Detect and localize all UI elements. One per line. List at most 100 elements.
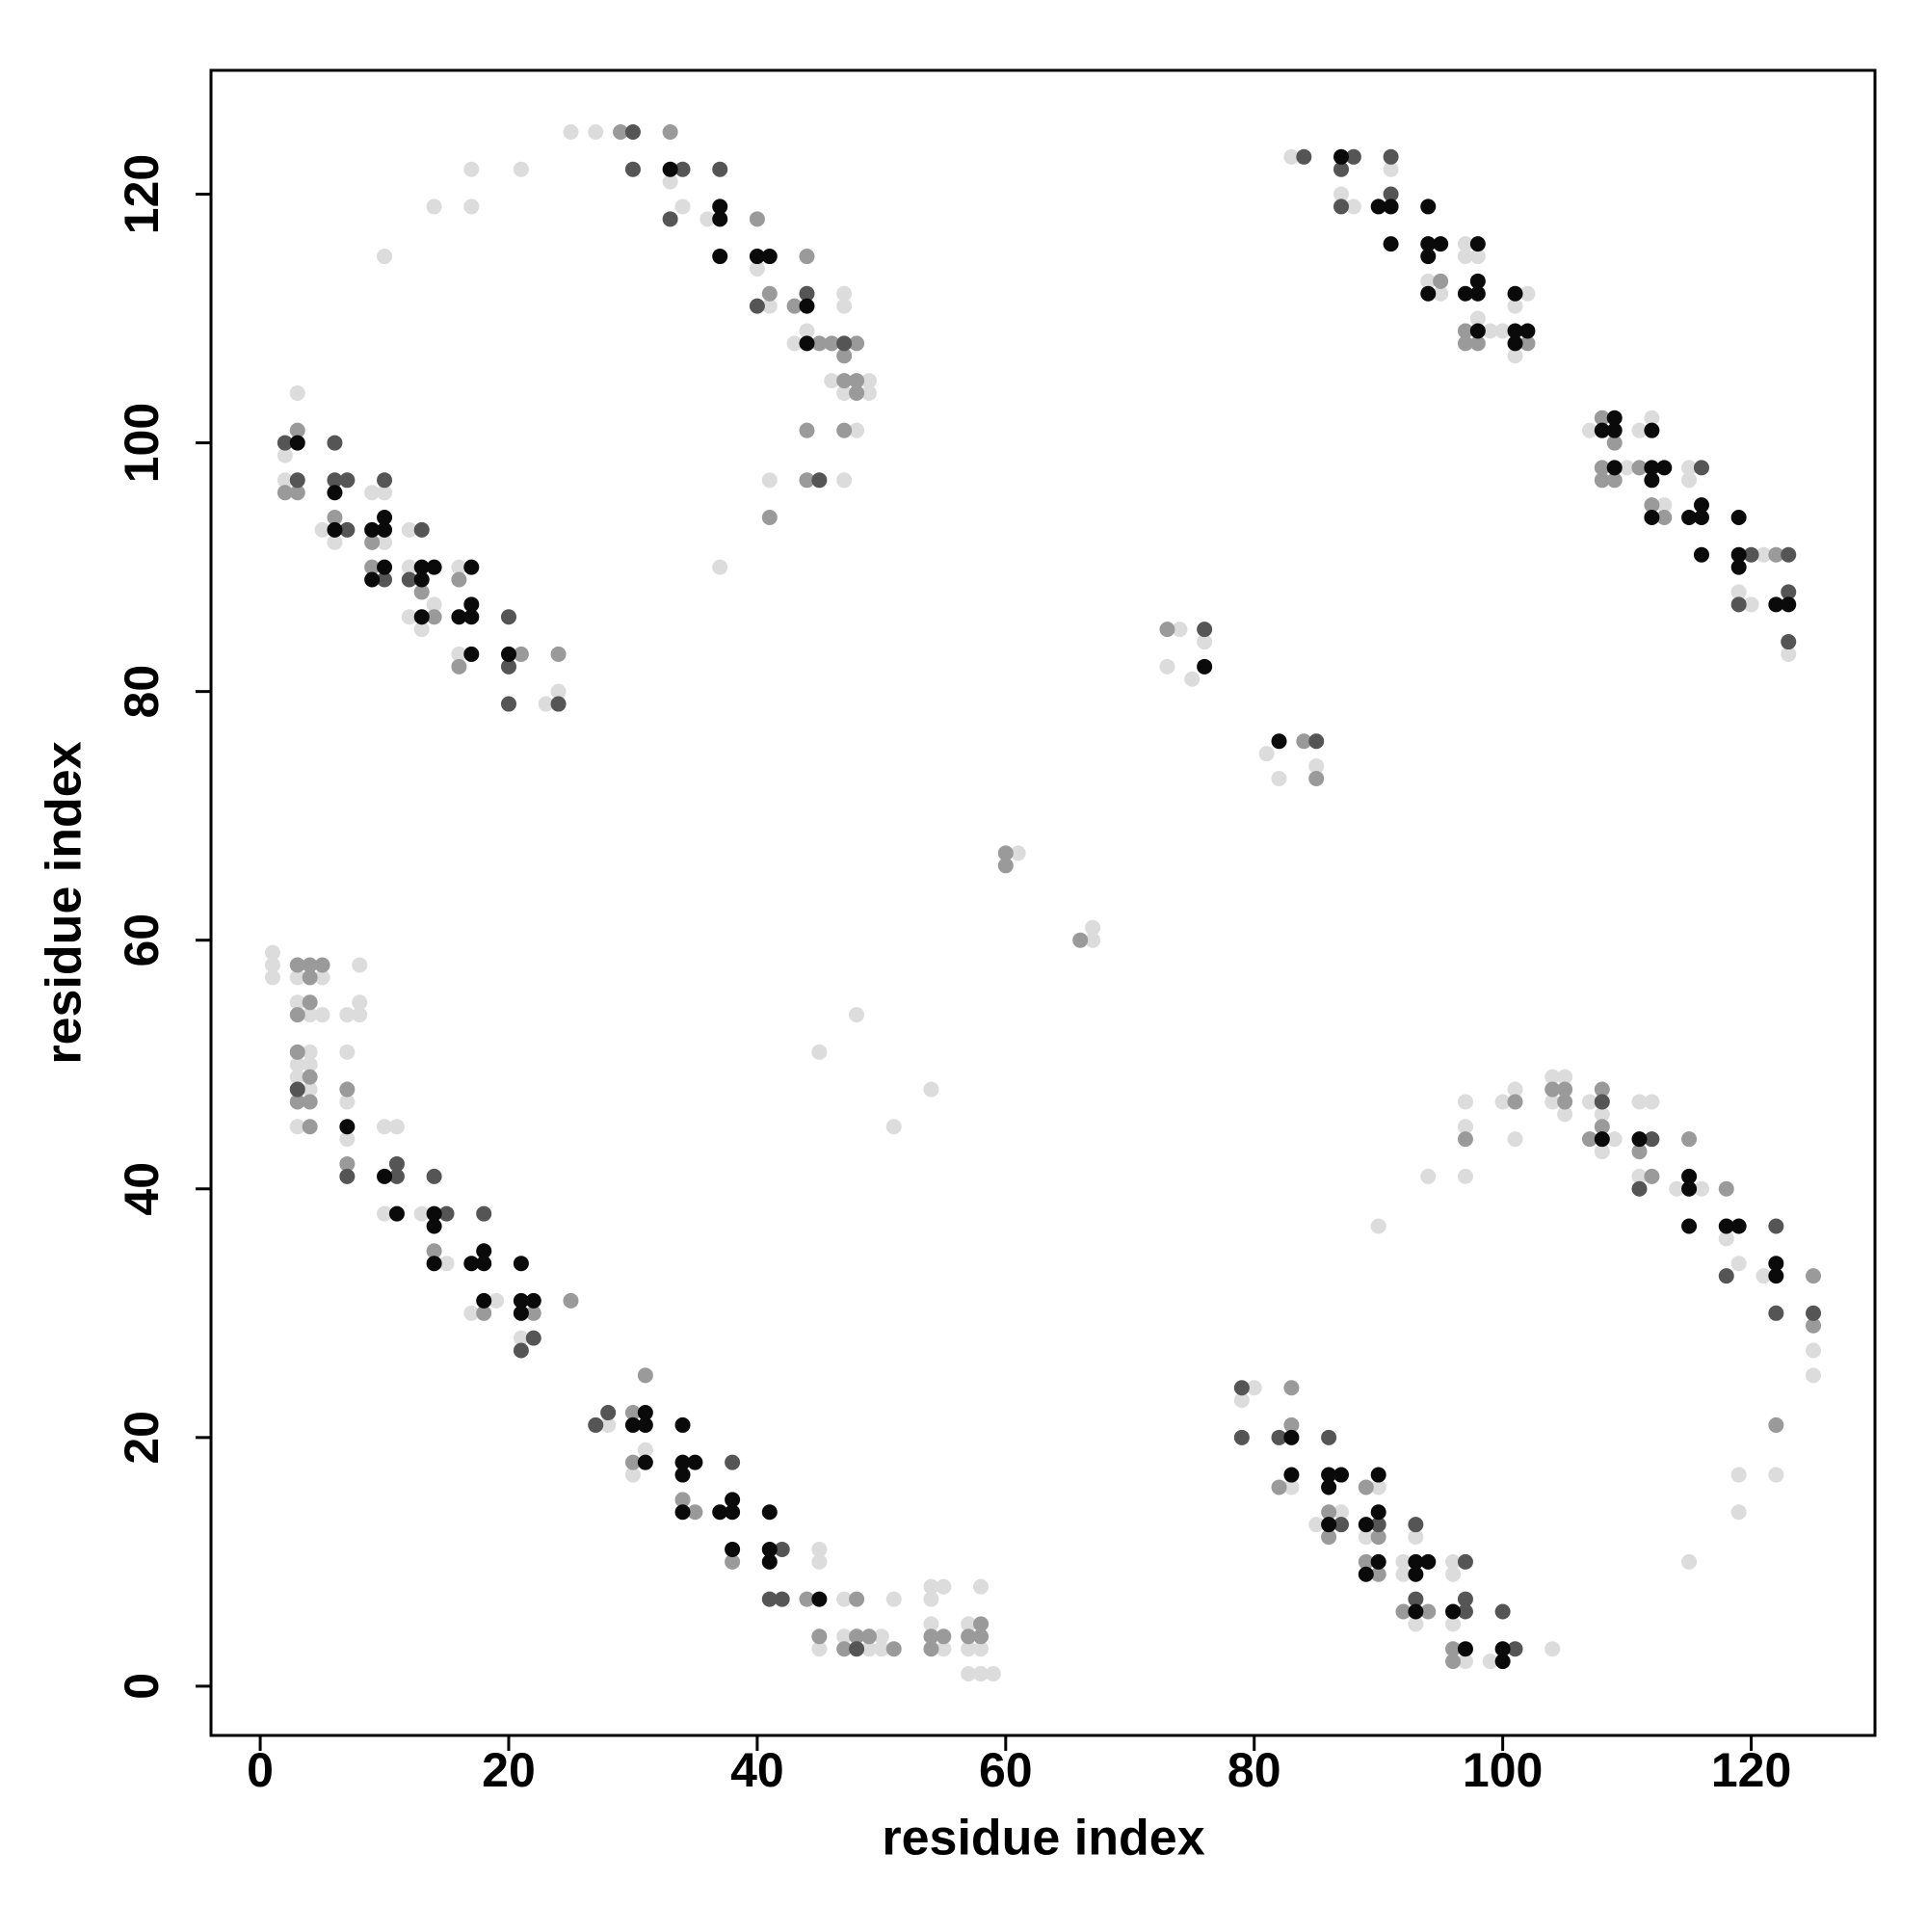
point	[1469, 249, 1486, 265]
point	[1420, 249, 1437, 265]
point	[327, 534, 343, 550]
point	[836, 335, 853, 352]
point	[1594, 1094, 1610, 1110]
point	[550, 683, 567, 700]
point	[1594, 460, 1610, 476]
point	[613, 124, 629, 140]
point	[1606, 1131, 1623, 1148]
point	[1507, 1131, 1523, 1148]
point	[1681, 1553, 1698, 1570]
point	[799, 285, 815, 302]
point	[1258, 746, 1275, 762]
point	[339, 1155, 356, 1172]
point	[836, 1641, 853, 1657]
point	[1308, 1517, 1325, 1533]
point	[413, 609, 430, 625]
point	[662, 173, 678, 190]
point	[761, 1541, 778, 1557]
point	[1644, 410, 1660, 426]
point	[600, 1405, 617, 1421]
point	[1730, 584, 1747, 600]
point	[377, 1205, 393, 1222]
point	[339, 1131, 356, 1148]
point	[401, 609, 417, 625]
point	[289, 1081, 305, 1098]
point	[973, 1666, 990, 1681]
point	[1507, 335, 1523, 352]
point	[339, 521, 356, 538]
point	[500, 609, 516, 625]
point	[1693, 1180, 1709, 1197]
point	[1445, 1603, 1462, 1620]
point	[1768, 1467, 1784, 1483]
point	[811, 1591, 828, 1607]
point	[388, 1119, 405, 1135]
point	[327, 472, 343, 489]
point	[624, 124, 641, 140]
point	[289, 1069, 305, 1085]
point	[1730, 559, 1747, 575]
point	[314, 521, 330, 538]
point	[674, 1416, 691, 1433]
point	[824, 373, 840, 389]
point	[1445, 1654, 1462, 1670]
point	[451, 658, 467, 675]
point	[1544, 1069, 1561, 1085]
point	[1271, 733, 1287, 750]
y-tick-label: 120	[115, 154, 169, 234]
point	[1333, 148, 1349, 165]
point	[1197, 622, 1213, 638]
point	[426, 1243, 442, 1259]
point	[476, 1205, 492, 1222]
point	[1718, 1218, 1734, 1234]
point	[1457, 285, 1473, 302]
point	[811, 472, 828, 489]
point	[426, 1218, 442, 1234]
point	[1594, 422, 1610, 438]
point	[1768, 1256, 1784, 1272]
point	[1358, 1553, 1374, 1570]
point	[1271, 770, 1287, 786]
point	[1408, 1553, 1424, 1570]
point	[1457, 1168, 1473, 1184]
point	[1469, 285, 1486, 302]
point	[961, 1628, 977, 1645]
point	[377, 571, 393, 588]
point	[1743, 596, 1759, 613]
point	[799, 298, 815, 314]
point	[302, 1094, 318, 1110]
point	[761, 1591, 778, 1607]
point	[463, 198, 480, 215]
point	[463, 596, 480, 613]
point	[1482, 1654, 1498, 1670]
point	[1271, 1429, 1287, 1445]
point	[1333, 1467, 1349, 1483]
x-tick-label: 40	[730, 1743, 784, 1797]
point	[799, 323, 815, 339]
point	[1383, 161, 1399, 177]
point	[588, 1416, 604, 1433]
x-tick-label: 20	[482, 1743, 536, 1797]
point	[339, 1094, 356, 1110]
point	[761, 510, 778, 525]
point	[1333, 161, 1349, 177]
point	[849, 422, 865, 438]
point	[749, 211, 765, 227]
point	[1370, 1566, 1386, 1582]
point	[1457, 1603, 1473, 1620]
point	[700, 211, 716, 227]
point	[1246, 1380, 1262, 1396]
point	[1781, 596, 1797, 613]
point	[413, 1205, 430, 1222]
point	[712, 161, 728, 177]
point	[1383, 236, 1399, 252]
x-axis-title: residue index	[882, 1811, 1204, 1866]
point	[513, 161, 529, 177]
point	[1644, 497, 1660, 514]
point	[1581, 1131, 1597, 1148]
point	[786, 298, 803, 314]
point	[1644, 422, 1660, 438]
point	[1085, 919, 1101, 936]
point	[401, 521, 417, 538]
point	[1631, 1144, 1648, 1160]
